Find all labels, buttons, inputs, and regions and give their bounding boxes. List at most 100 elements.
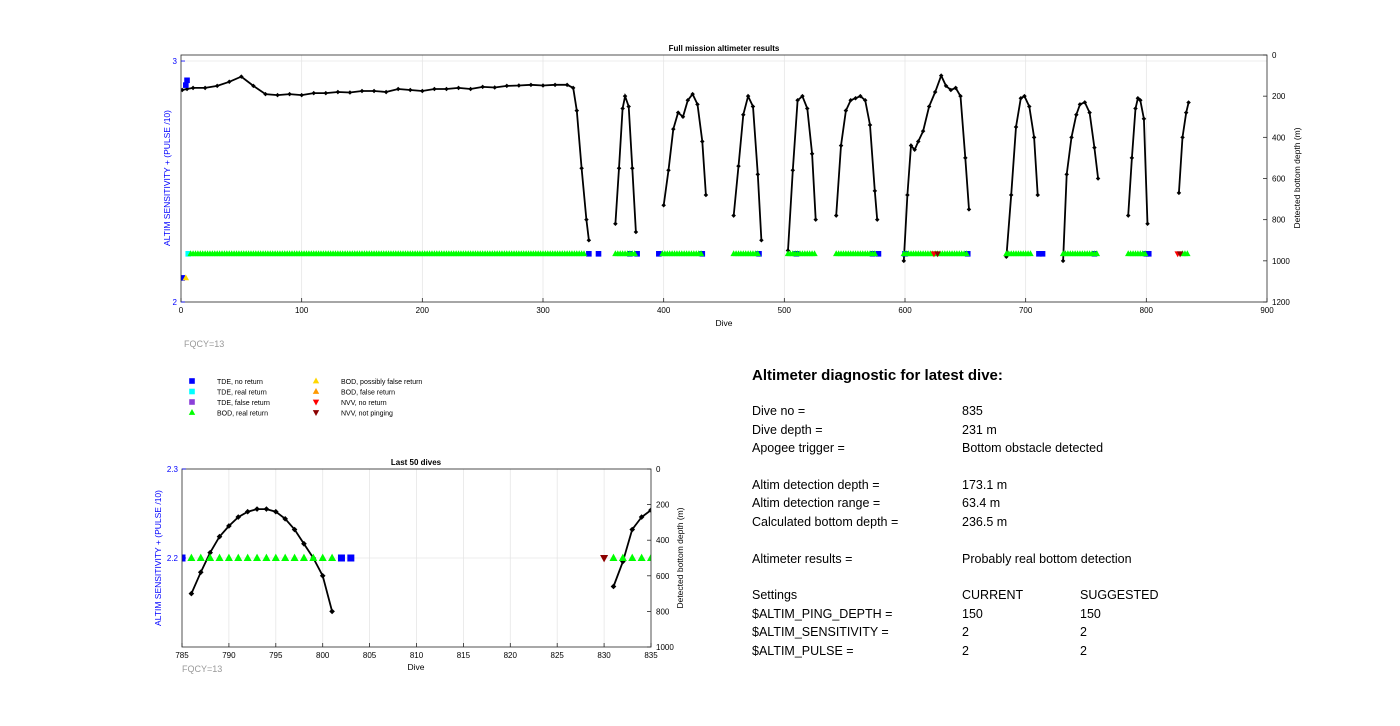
y-right-tick-label: 600 xyxy=(656,572,670,581)
depth-point xyxy=(188,590,195,597)
altim-detection-depth-row: Altim detection depth = 173.1 m xyxy=(752,478,1312,497)
x-tick-label: 200 xyxy=(416,306,430,315)
legend-label: BOD, possibly false return xyxy=(341,379,422,386)
y-right-tick-label: 200 xyxy=(656,501,670,510)
depth-point xyxy=(1022,93,1027,99)
legend-marker xyxy=(189,388,195,395)
legend-marker xyxy=(189,399,195,405)
ping-depth-suggested: 150 xyxy=(1080,606,1101,621)
marker-bod-real-return xyxy=(328,553,337,561)
y-right-tick-label: 1000 xyxy=(656,643,674,652)
marker-tde-no-return xyxy=(595,251,602,257)
marker-tde-no-return xyxy=(181,275,186,281)
ping-depth-current: 150 xyxy=(962,606,983,621)
calculated-bottom-depth-value: 236.5 m xyxy=(962,514,1008,529)
sensitivity-current: 2 xyxy=(962,625,969,640)
y-right-tick-label: 400 xyxy=(656,536,670,545)
depth-point xyxy=(1095,176,1101,181)
marker-bod-real-return xyxy=(262,553,271,561)
depth-point xyxy=(1092,145,1097,150)
x-tick-label: 785 xyxy=(175,651,189,660)
marker-tde-no-return xyxy=(1145,251,1152,257)
marker-bod-real-return xyxy=(1093,250,1101,257)
x-tick-label: 800 xyxy=(316,651,330,660)
depth-line xyxy=(662,92,707,206)
x-tick-label: 825 xyxy=(551,651,565,660)
depth-point xyxy=(480,84,485,90)
diagnostic-title: Altimeter diagnostic for latest dive: xyxy=(752,367,1003,384)
marker-bod-real-return xyxy=(215,553,224,561)
marker-tde-no-return xyxy=(184,77,190,84)
marker-bod-real-return xyxy=(206,553,215,561)
marker-bod-real-return xyxy=(290,553,299,561)
altim-detection-range-value: 63.4 m xyxy=(962,496,1001,511)
depth-point xyxy=(1064,172,1069,177)
y-right-tick-label: 1200 xyxy=(1272,298,1290,307)
legend: TDE, no return TDE, real return TDE, false… xyxy=(188,377,422,418)
y-right-tick-label: 400 xyxy=(1272,133,1286,142)
depth-point xyxy=(263,506,270,512)
settings-label: Settings xyxy=(752,588,798,603)
marker-bod-real-return xyxy=(754,250,762,257)
x-tick-label: 600 xyxy=(898,306,912,315)
y-left-tick-label: 2 xyxy=(173,298,178,307)
x-tick-label: 790 xyxy=(222,651,236,660)
depth-point xyxy=(1035,192,1040,198)
depth-line xyxy=(1178,102,1190,193)
depth-point xyxy=(202,85,208,91)
y-right-tick-label: 600 xyxy=(1272,175,1286,184)
legend-label: BOD, real return xyxy=(217,411,268,418)
x-tick-label: 0 xyxy=(179,306,184,315)
sensitivity-row: $ALTIM_SENSITIVITY = 2 2 xyxy=(752,625,1312,644)
marker-bod-real-return xyxy=(871,250,879,257)
depth-point xyxy=(319,572,326,579)
x-tick-label: 820 xyxy=(504,651,518,660)
x-tick-label: 700 xyxy=(1019,306,1033,315)
marker-tde-no-return xyxy=(634,251,640,257)
marker-bod-real-return xyxy=(224,553,233,561)
top-x-axis-label: Dive xyxy=(715,318,732,328)
depth-point xyxy=(1060,258,1066,264)
depth-point xyxy=(239,74,244,79)
top-y-left-axis-label: ALTIM SENSITIVITY + (PULSE /10) xyxy=(162,110,172,246)
x-tick-label: 400 xyxy=(657,306,671,315)
marker-tde-no-return xyxy=(875,251,882,257)
y-right-tick-label: 0 xyxy=(656,465,661,474)
top-y-right-axis-label: Detected bottom depth (m) xyxy=(1292,127,1302,228)
calculated-bottom-depth-row: Calculated bottom depth = 236.5 m xyxy=(752,515,1312,534)
depth-point xyxy=(227,79,232,85)
legend-label: TDE, no return xyxy=(217,379,263,386)
depth-line xyxy=(190,508,333,612)
depth-point xyxy=(329,608,335,615)
marker-bod-possibly-false-return xyxy=(182,274,190,281)
marker-tde-no-return xyxy=(347,554,355,562)
y-right-tick-label: 1000 xyxy=(1272,257,1290,266)
depth-point xyxy=(216,533,223,540)
marker-bod-real-return xyxy=(309,553,318,561)
marker-tde-no-return xyxy=(183,82,189,88)
settings-suggested-header: SUGGESTED xyxy=(1080,588,1159,603)
marker-bod-real-return xyxy=(609,553,618,561)
altim-detection-depth-label: Altim detection depth = xyxy=(752,477,880,492)
x-tick-label: 795 xyxy=(269,651,283,660)
legend-marker xyxy=(312,388,320,394)
depth-point xyxy=(347,90,353,95)
marker-bod-real-return xyxy=(618,553,627,561)
sensitivity-suggested: 2 xyxy=(1080,625,1087,640)
depth-point xyxy=(214,83,220,89)
full-mission-chart: 0 100 200 300 400 500 600 700 800 900 2 3 0 200 400 600… xyxy=(162,44,1302,349)
bottom-x-axis-label: Dive xyxy=(407,662,424,672)
depth-point xyxy=(323,90,329,96)
marker-bod-real-return xyxy=(631,250,638,257)
depth-point xyxy=(1077,102,1083,107)
altim-detection-range-row: Altim detection range = 63.4 m xyxy=(752,496,1312,515)
marker-bod-real-return xyxy=(811,250,818,257)
depth-point xyxy=(901,258,907,264)
marker-tde-no-return xyxy=(656,251,662,257)
y-left-tick-label: 2.3 xyxy=(167,465,179,474)
depth-point xyxy=(291,526,298,533)
x-tick-label: 815 xyxy=(457,651,471,660)
settings-current-header: CURRENT xyxy=(962,588,1024,603)
depth-point xyxy=(1031,135,1037,140)
marker-bod-real-return xyxy=(271,553,280,561)
